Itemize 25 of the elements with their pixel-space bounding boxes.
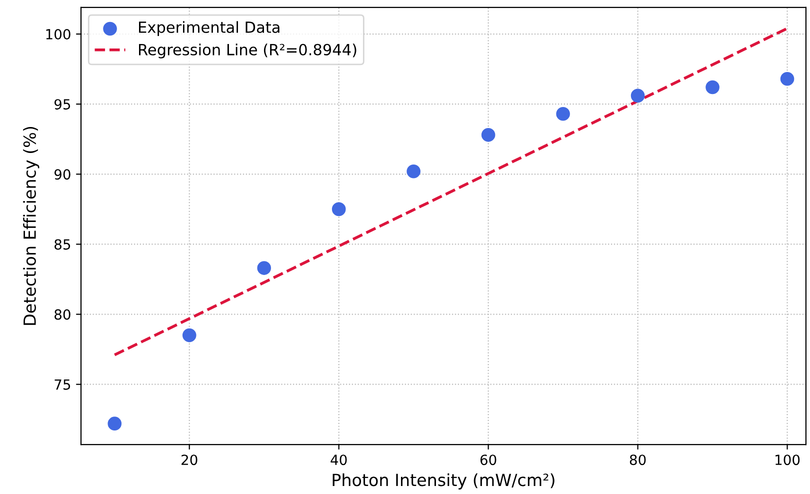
point <box>257 261 272 275</box>
y-tick-label: 85 <box>54 239 70 250</box>
x-tick-label: 20 <box>182 454 198 466</box>
point <box>481 128 496 142</box>
x-tick-label: 40 <box>330 454 347 466</box>
y-axis-title: Detection Efficiency (%) <box>23 126 40 325</box>
x-tick-label: 60 <box>480 454 496 466</box>
y-tick-label: 80 <box>54 309 70 320</box>
point <box>182 328 196 342</box>
legend-label: Experimental Data <box>139 21 280 36</box>
x-axis-title: Photon Intensity (mW/cm²) <box>332 473 554 490</box>
x-tick-label: 100 <box>776 454 800 466</box>
point <box>556 107 570 121</box>
legend-label: Regression Line (R²=0.8944) <box>139 44 356 58</box>
point <box>332 202 346 216</box>
point <box>630 88 645 103</box>
point <box>780 72 794 86</box>
y-tick-label: 90 <box>54 169 70 180</box>
x-tick-label: 80 <box>630 454 646 466</box>
y-tick-label: 100 <box>46 29 70 40</box>
point <box>706 80 720 94</box>
point <box>108 416 122 430</box>
y-tick-label: 95 <box>54 99 70 110</box>
y-tick-label: 75 <box>54 379 70 390</box>
point <box>406 164 420 178</box>
